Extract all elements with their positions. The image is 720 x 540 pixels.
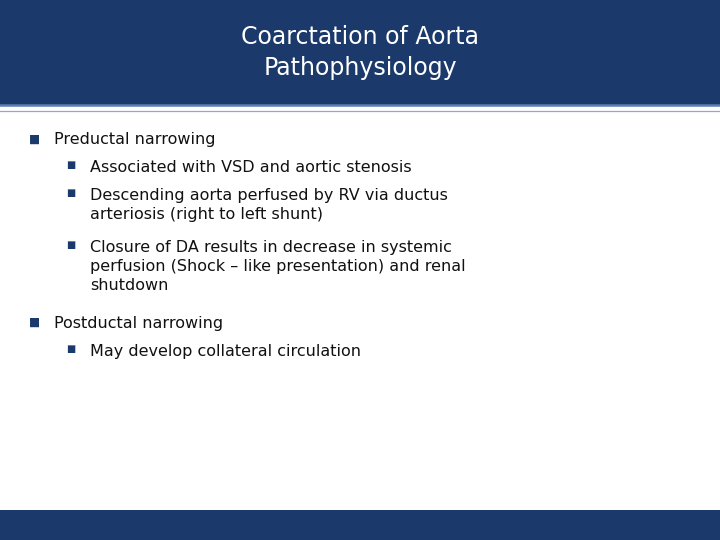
Text: Postductal narrowing: Postductal narrowing <box>54 316 223 331</box>
Text: Associated with VSD and aortic stenosis: Associated with VSD and aortic stenosis <box>90 160 412 176</box>
Text: ■: ■ <box>29 132 40 145</box>
Text: ■: ■ <box>66 240 75 251</box>
Text: ■: ■ <box>66 344 75 354</box>
Text: May develop collateral circulation: May develop collateral circulation <box>90 344 361 359</box>
Text: Closure of DA results in decrease in systemic
perfusion (Shock – like presentati: Closure of DA results in decrease in sys… <box>90 240 466 293</box>
FancyBboxPatch shape <box>0 0 720 105</box>
Text: ■: ■ <box>66 160 75 171</box>
FancyBboxPatch shape <box>0 510 720 540</box>
Text: ■: ■ <box>29 316 40 329</box>
Text: Coarctation of Aorta
Pathophysiology: Coarctation of Aorta Pathophysiology <box>241 25 479 80</box>
Text: ■: ■ <box>66 188 75 199</box>
Text: Preductal narrowing: Preductal narrowing <box>54 132 215 147</box>
Text: Descending aorta perfused by RV via ductus
arteriosis (right to left shunt): Descending aorta perfused by RV via duct… <box>90 188 448 222</box>
